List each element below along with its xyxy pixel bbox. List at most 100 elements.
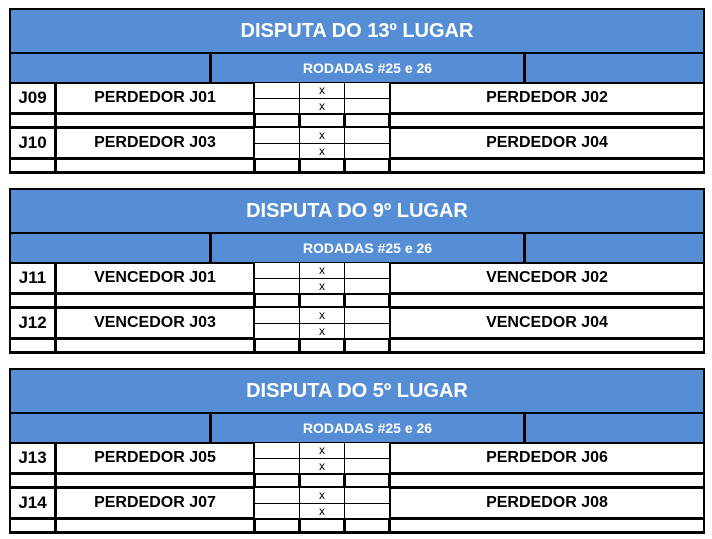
blank-cell[interactable]: [254, 293, 300, 308]
blank-cell[interactable]: [254, 473, 300, 488]
blank-cell[interactable]: [299, 338, 345, 353]
away-score-cell-leg-2[interactable]: [344, 502, 390, 519]
home-score-cell-leg-2[interactable]: [254, 97, 300, 114]
home-team: PERDEDOR J03: [55, 127, 255, 159]
blank-cell[interactable]: [9, 518, 56, 533]
away-score-cell-leg-2[interactable]: [344, 97, 390, 114]
blank-cell[interactable]: [55, 473, 255, 488]
blank-cell[interactable]: [344, 338, 390, 353]
blank-cell[interactable]: [299, 473, 345, 488]
subtitle-right-cell[interactable]: [524, 52, 705, 84]
blank-cell[interactable]: [55, 293, 255, 308]
game-code: J13: [9, 442, 56, 474]
away-score-cell-leg-2[interactable]: [344, 142, 390, 159]
blank-cell[interactable]: [254, 113, 300, 128]
block-title: DISPUTA DO 13º LUGAR: [9, 8, 705, 54]
blank-cell[interactable]: [9, 113, 56, 128]
home-team: VENCEDOR J03: [55, 307, 255, 339]
block-title: DISPUTA DO 5º LUGAR: [9, 368, 705, 414]
blank-cell[interactable]: [344, 113, 390, 128]
blank-cell[interactable]: [9, 158, 56, 173]
blank-cell[interactable]: [344, 518, 390, 533]
blank-cell[interactable]: [389, 518, 705, 533]
blank-cell[interactable]: [55, 518, 255, 533]
blank-cell[interactable]: [254, 338, 300, 353]
away-team: PERDEDOR J04: [389, 127, 705, 159]
game-code: J12: [9, 307, 56, 339]
blank-cell[interactable]: [254, 158, 300, 173]
blank-cell[interactable]: [254, 518, 300, 533]
home-score-cell-leg-1[interactable]: [254, 262, 300, 279]
away-score-cell-leg-1[interactable]: [344, 262, 390, 279]
home-score-cell-leg-1[interactable]: [254, 82, 300, 99]
home-team: PERDEDOR J05: [55, 442, 255, 474]
away-score-cell-leg-1[interactable]: [344, 442, 390, 459]
versus-x: x: [299, 457, 345, 474]
versus-x: x: [299, 262, 345, 279]
away-score-cell-leg-1[interactable]: [344, 487, 390, 504]
away-team: VENCEDOR J04: [389, 307, 705, 339]
subtitle-right-cell[interactable]: [524, 412, 705, 444]
blank-cell[interactable]: [389, 158, 705, 173]
home-team: PERDEDOR J07: [55, 487, 255, 519]
away-score-cell-leg-2[interactable]: [344, 277, 390, 294]
versus-x: x: [299, 487, 345, 504]
away-team: PERDEDOR J08: [389, 487, 705, 519]
blank-cell[interactable]: [299, 518, 345, 533]
away-score-cell-leg-1[interactable]: [344, 307, 390, 324]
home-score-cell-leg-2[interactable]: [254, 322, 300, 339]
blank-cell[interactable]: [389, 113, 705, 128]
home-score-cell-leg-1[interactable]: [254, 127, 300, 144]
home-score-cell-leg-2[interactable]: [254, 502, 300, 519]
blank-cell[interactable]: [9, 338, 56, 353]
versus-x: x: [299, 142, 345, 159]
placement-block: DISPUTA DO 13º LUGAR RODADAS #25 e 26 J09 P…: [0, 8, 712, 174]
rounds-label: RODADAS #25 e 26: [210, 412, 525, 444]
placement-block: DISPUTA DO 9º LUGAR RODADAS #25 e 26 J11 VE…: [0, 188, 712, 354]
versus-x: x: [299, 322, 345, 339]
blank-cell[interactable]: [299, 158, 345, 173]
home-score-cell-leg-1[interactable]: [254, 487, 300, 504]
game-code: J11: [9, 262, 56, 294]
home-score-cell-leg-2[interactable]: [254, 142, 300, 159]
subtitle-left-cell[interactable]: [9, 232, 211, 264]
blank-cell[interactable]: [9, 473, 56, 488]
blank-cell[interactable]: [9, 293, 56, 308]
blank-cell[interactable]: [389, 338, 705, 353]
game-code: J09: [9, 82, 56, 114]
blank-cell[interactable]: [55, 113, 255, 128]
subtitle-right-cell[interactable]: [524, 232, 705, 264]
away-score-cell-leg-1[interactable]: [344, 127, 390, 144]
subtitle-left-cell[interactable]: [9, 52, 211, 84]
blank-cell[interactable]: [344, 293, 390, 308]
blank-cell[interactable]: [55, 158, 255, 173]
versus-x: x: [299, 127, 345, 144]
away-score-cell-leg-2[interactable]: [344, 322, 390, 339]
away-team: PERDEDOR J06: [389, 442, 705, 474]
blank-cell[interactable]: [389, 293, 705, 308]
blank-cell[interactable]: [344, 473, 390, 488]
versus-x: x: [299, 307, 345, 324]
blank-cell[interactable]: [299, 113, 345, 128]
versus-x: x: [299, 502, 345, 519]
home-score-cell-leg-2[interactable]: [254, 457, 300, 474]
home-team: PERDEDOR J01: [55, 82, 255, 114]
subtitle-left-cell[interactable]: [9, 412, 211, 444]
away-score-cell-leg-1[interactable]: [344, 82, 390, 99]
home-score-cell-leg-2[interactable]: [254, 277, 300, 294]
versus-x: x: [299, 82, 345, 99]
rounds-label: RODADAS #25 e 26: [210, 232, 525, 264]
blank-cell[interactable]: [389, 473, 705, 488]
home-score-cell-leg-1[interactable]: [254, 442, 300, 459]
blank-cell[interactable]: [299, 293, 345, 308]
block-title: DISPUTA DO 9º LUGAR: [9, 188, 705, 234]
home-score-cell-leg-1[interactable]: [254, 307, 300, 324]
blank-cell[interactable]: [55, 338, 255, 353]
blank-cell[interactable]: [344, 158, 390, 173]
game-code: J10: [9, 127, 56, 159]
away-team: VENCEDOR J02: [389, 262, 705, 294]
game-code: J14: [9, 487, 56, 519]
versus-x: x: [299, 442, 345, 459]
rounds-label: RODADAS #25 e 26: [210, 52, 525, 84]
away-score-cell-leg-2[interactable]: [344, 457, 390, 474]
